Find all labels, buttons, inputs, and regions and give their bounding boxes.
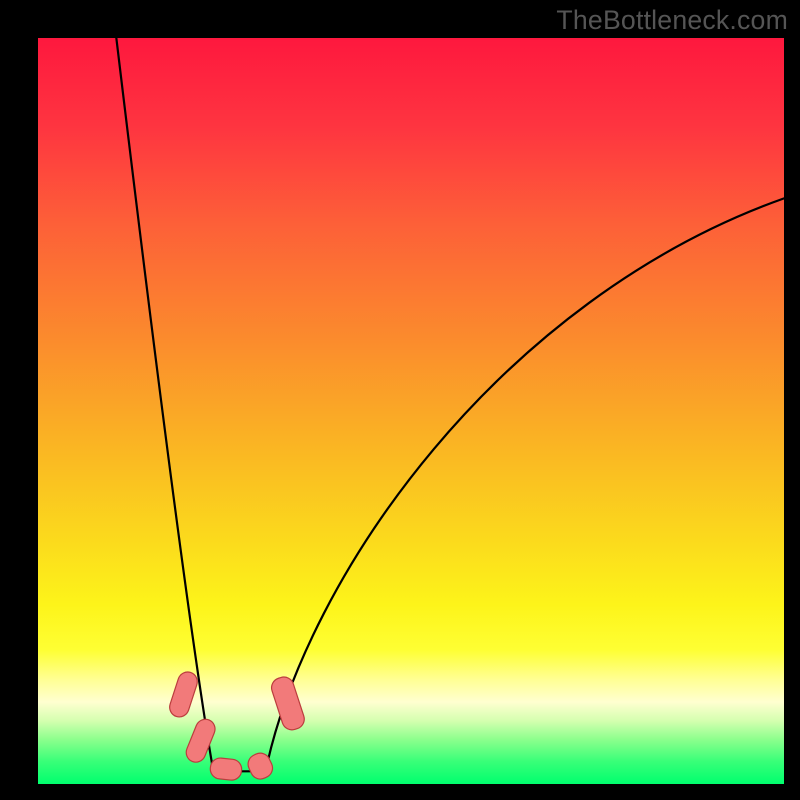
border-left <box>0 0 38 800</box>
border-bottom <box>0 784 800 800</box>
chart-frame: TheBottleneck.com <box>0 0 800 800</box>
curve-marker <box>209 757 242 781</box>
gradient-background <box>38 38 784 784</box>
watermark-text: TheBottleneck.com <box>556 5 788 36</box>
border-right <box>784 0 800 800</box>
plot-area <box>38 38 784 784</box>
plot-svg <box>38 38 784 784</box>
